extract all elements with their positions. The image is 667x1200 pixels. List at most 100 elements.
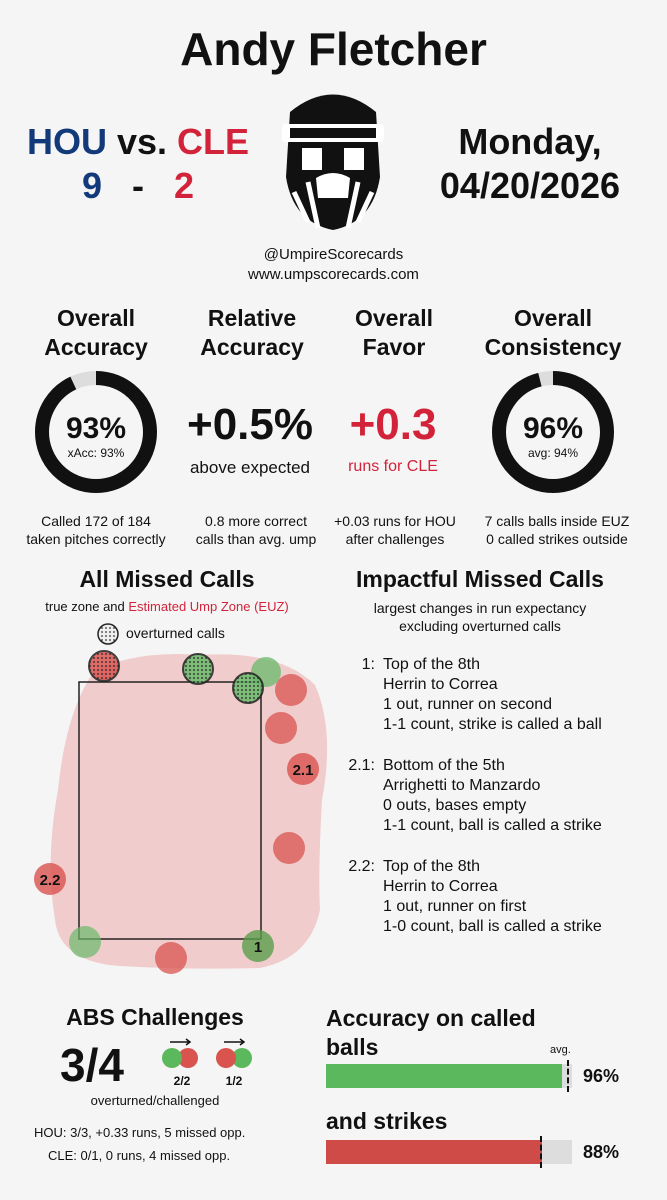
overturned-legend-label: overturned calls bbox=[126, 625, 225, 641]
favor-description: +0.03 runs for HOU after challenges bbox=[320, 512, 470, 548]
social-block: @UmpireScorecards www.umpscorecards.com bbox=[0, 245, 667, 285]
relative-description: 0.8 more correct calls than avg. ump bbox=[176, 512, 336, 548]
team-line: HOU vs. CLE bbox=[18, 120, 258, 164]
balls-value: 96% bbox=[583, 1066, 620, 1086]
strikes-avg-marker bbox=[540, 1136, 543, 1168]
accuracy-description: Called 172 of 184 taken pitches correctl… bbox=[0, 512, 192, 548]
home-score: 9 bbox=[81, 165, 102, 206]
impactful-situation: 1 out, runner on second bbox=[383, 696, 553, 713]
accuracy-header: Overall Accuracy bbox=[16, 304, 176, 362]
missed-call-dot bbox=[273, 832, 305, 864]
home-team: HOU bbox=[26, 121, 107, 162]
challenge-pair-2: 1/2 bbox=[225, 1074, 243, 1088]
impactful-item-2-1: 2.1: Bottom of the 5th Arrighetti to Man… bbox=[335, 756, 655, 846]
avg-label: avg. bbox=[550, 1044, 571, 1056]
overturned-pattern bbox=[89, 651, 119, 681]
umpire-name: Andy Fletcher bbox=[180, 23, 487, 75]
missed-call-dot bbox=[275, 674, 307, 706]
relative-accuracy-sub: above expected bbox=[189, 458, 311, 477]
date-weekday: Monday, bbox=[458, 121, 602, 162]
relative-header: Relative Accuracy bbox=[172, 304, 332, 362]
impactful-num: 1: bbox=[361, 656, 375, 673]
true-strike-zone bbox=[78, 681, 262, 940]
impactful-num: 2.1: bbox=[348, 757, 375, 774]
favor-header: Overall Favor bbox=[314, 304, 474, 362]
accuracy-desc-line2: taken pitches correctly bbox=[26, 531, 166, 547]
impactful-num: 2.2: bbox=[348, 858, 375, 875]
impactful-call: 1-1 count, ball is called a strike bbox=[383, 817, 602, 834]
impactful-inning: Top of the 8th bbox=[383, 656, 480, 673]
challenge-icons bbox=[162, 1038, 252, 1068]
impactful-item-2-2: 2.2: Top of the 8th Herrin to Correa 1 o… bbox=[335, 857, 655, 947]
missed-call-dot bbox=[242, 930, 274, 962]
consistency-header: Overall Consistency bbox=[463, 304, 643, 362]
umpire-mask-icon bbox=[282, 94, 384, 230]
consistency-header-line2: Consistency bbox=[484, 334, 622, 360]
subtitle-euz: Estimated Ump Zone (EUZ) bbox=[128, 599, 289, 614]
overturned-pattern bbox=[233, 673, 263, 703]
missed-calls-title: All Missed Calls bbox=[79, 566, 255, 592]
accuracy-header-line2: Accuracy bbox=[44, 334, 148, 360]
missed-call-dot bbox=[287, 753, 319, 785]
consistency-desc-line2: 0 called strikes outside bbox=[486, 531, 628, 547]
relative-header-line1: Relative bbox=[207, 305, 297, 331]
relative-header-line2: Accuracy bbox=[200, 334, 304, 360]
abs-title: ABS Challenges bbox=[66, 1004, 244, 1030]
missed-call-dot bbox=[34, 863, 66, 895]
red-ball-icon bbox=[216, 1048, 236, 1068]
date-value: 04/20/2026 bbox=[439, 165, 621, 206]
favor-value: +0.3 bbox=[349, 400, 437, 449]
missed-calls-plot: 2.1 2.2 1 bbox=[34, 650, 328, 974]
label-2-1: 2.1 bbox=[293, 762, 314, 779]
accuracy-value: 93% bbox=[65, 412, 127, 445]
impactful-call: 1-1 count, strike is called a ball bbox=[383, 716, 602, 733]
label-2-2: 2.2 bbox=[40, 872, 61, 889]
consistency-value: 96% bbox=[522, 412, 584, 445]
consistency-desc-line1: 7 calls balls inside EUZ bbox=[484, 513, 630, 529]
overturned-legend-icon bbox=[97, 623, 119, 645]
consistency-description: 7 calls balls inside EUZ 0 called strike… bbox=[462, 512, 652, 548]
missed-call-dot bbox=[69, 926, 101, 958]
impactful-matchup: Herrin to Correa bbox=[383, 878, 498, 895]
favor-header-line2: Favor bbox=[362, 334, 426, 360]
balls-avg-marker bbox=[567, 1060, 570, 1092]
balls-bar-track bbox=[326, 1060, 572, 1092]
impactful-situation: 0 outs, bases empty bbox=[383, 797, 527, 814]
impactful-title: Impactful Missed Calls bbox=[356, 566, 604, 592]
abs-hou-line: HOU: 3/3, +0.33 runs, 5 missed opp. bbox=[34, 1125, 246, 1140]
subtitle-true-zone: true zone and bbox=[45, 599, 129, 614]
favor-header-line1: Overall bbox=[355, 305, 433, 331]
strikes-value: 88% bbox=[583, 1142, 620, 1162]
accuracy-expected: xAcc: 93% bbox=[67, 446, 125, 460]
favor-sub: runs for CLE bbox=[348, 458, 438, 475]
impactful-item-1: 1: Top of the 8th Herrin to Correa 1 out… bbox=[335, 655, 655, 745]
vs-label: vs. bbox=[116, 121, 168, 162]
impactful-subtitle: largest changes in run expectancy exclud… bbox=[310, 599, 650, 635]
consistency-ring bbox=[492, 371, 614, 493]
consistency-header-line1: Overall bbox=[514, 305, 592, 331]
impactful-situation: 1 out, runner on first bbox=[383, 898, 527, 915]
away-score: 2 bbox=[174, 165, 195, 206]
consistency-average: avg: 94% bbox=[527, 446, 579, 460]
balls-bar-fill bbox=[326, 1064, 563, 1088]
red-ball-icon bbox=[178, 1048, 198, 1068]
missed-call-dot bbox=[155, 942, 187, 974]
accuracy-ring bbox=[35, 371, 157, 493]
called-balls-title: Accuracy on called balls bbox=[326, 1004, 536, 1062]
arrow-right-icon bbox=[170, 1038, 192, 1046]
accuracy-header-line1: Overall bbox=[57, 305, 135, 331]
game-date: Monday, 04/20/2026 bbox=[405, 120, 655, 208]
estimated-ump-zone bbox=[50, 654, 328, 969]
called-strikes-title: and strikes bbox=[326, 1108, 448, 1134]
favor-desc-line1: +0.03 runs for HOU bbox=[334, 513, 456, 529]
impactful-matchup: Arrighetti to Manzardo bbox=[383, 777, 541, 794]
website: www.umpscorecards.com bbox=[248, 266, 419, 283]
label-1: 1 bbox=[254, 939, 262, 956]
score-dash: - bbox=[132, 165, 144, 206]
overturned-pattern bbox=[183, 654, 213, 684]
matchup: HOU vs. CLE 9 - 2 bbox=[18, 120, 258, 208]
called-title-line2: balls bbox=[326, 1034, 379, 1060]
green-ball-icon bbox=[162, 1048, 182, 1068]
impactful-sub-line1: largest changes in run expectancy bbox=[373, 600, 587, 616]
called-title-line1: Accuracy on called bbox=[326, 1005, 536, 1031]
